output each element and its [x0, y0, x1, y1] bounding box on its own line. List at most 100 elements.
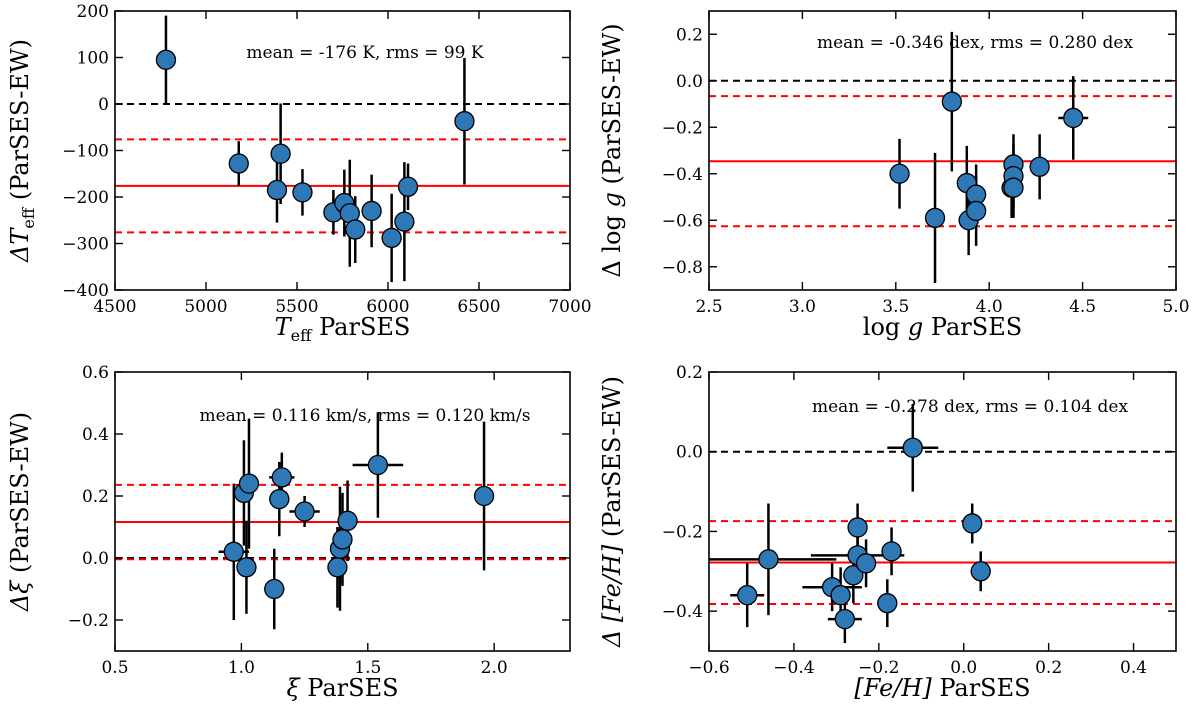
y-tick-label: 0.2 — [676, 363, 703, 383]
stats-annotation: mean = -176 K, rms = 99 K — [246, 43, 483, 63]
stats-annotation: mean = -0.278 dex, rms = 0.104 dex — [812, 397, 1129, 417]
y-tick-label: 0.0 — [82, 549, 109, 569]
x-axis-label-symbol: ξ — [286, 674, 301, 702]
data-point — [881, 541, 902, 562]
x-axis-label: [Fe/H] ParSES — [854, 674, 1030, 702]
y-axis-label-symbol: ΔT — [6, 227, 34, 263]
y-tick-label: −0.2 — [68, 611, 109, 631]
data-point — [970, 561, 991, 582]
data-point — [847, 517, 868, 538]
y-tick-label: 0.0 — [676, 72, 703, 92]
y-tick-label: −300 — [62, 235, 109, 255]
plot-area — [709, 31, 1176, 284]
data-point — [397, 176, 419, 197]
data-point — [758, 549, 779, 570]
data-point — [1063, 107, 1084, 129]
x-axis-label-rest: ParSES — [311, 313, 410, 341]
panel-xi-comparison: 0.5 1.0 1.5 2.0 −0.2 0.0 0.2 0.4 0.6 mean = 0.116… — [6, 363, 571, 702]
x-tick-label: 3.0 — [789, 297, 816, 317]
x-tick-label: 4.5 — [1069, 297, 1096, 317]
y-axis-label-symbol: Δ [Fe/H] — [598, 544, 626, 648]
y-axis-label-prefix: Δ log — [598, 208, 626, 278]
data-point — [269, 488, 290, 510]
x-axis-label-symbol: T — [275, 313, 293, 341]
y-tick-label: 100 — [77, 49, 109, 69]
y-axis-label-rest: (ParSES-EW) — [598, 23, 626, 192]
data-point — [473, 485, 495, 507]
y-tick-label: −100 — [62, 142, 109, 162]
x-axis-label-rest: ParSES — [932, 674, 1031, 702]
x-tick-label: 3.5 — [882, 297, 909, 317]
y-tick-label: −200 — [62, 188, 109, 208]
plot-area — [709, 403, 1176, 644]
x-tick-label: 5.0 — [1162, 297, 1189, 317]
panel-teff-comparison: 4500 5000 5500 6000 6500 7000 −400 −300 −200 −100… — [6, 2, 592, 345]
x-axis-label: Teff ParSES — [275, 313, 411, 345]
data-point — [834, 608, 856, 630]
y-tick-label: 0.2 — [82, 487, 109, 507]
x-axis-label: ξ ParSES — [286, 674, 398, 702]
y-axis-label: ΔTeff (ParSES-EW) — [6, 39, 38, 263]
y-tick-label: −0.4 — [662, 602, 703, 622]
y-tick-label: 0.4 — [82, 425, 109, 445]
y-tick-label: 0.2 — [676, 25, 703, 45]
data-point — [965, 200, 987, 222]
data-point — [367, 454, 389, 476]
data-point — [843, 565, 864, 586]
x-tick-label: 1.5 — [354, 658, 381, 678]
x-tick-label: 1.0 — [228, 658, 255, 678]
x-axis-label-rest: ParSES — [300, 674, 399, 702]
data-point — [902, 437, 923, 458]
x-tick-label: −0.4 — [773, 658, 814, 678]
x-tick-label: 4.0 — [976, 297, 1003, 317]
data-point — [238, 473, 260, 494]
data-point — [941, 91, 962, 112]
data-point — [294, 501, 315, 522]
y-tick-label: −0.2 — [662, 118, 703, 138]
stats-annotation: mean = -0.346 dex, rms = 0.280 dex — [817, 33, 1134, 53]
y-tick-label: −0.2 — [662, 522, 703, 542]
data-point — [155, 49, 177, 70]
y-tick-label: 0.0 — [676, 443, 703, 463]
x-tick-label: 0.0 — [950, 658, 977, 678]
x-tick-label: 0.2 — [1035, 658, 1062, 678]
x-axis-label-subscript: eff — [291, 326, 313, 345]
axes-frame — [708, 10, 1177, 291]
data-point — [830, 585, 851, 606]
x-axis-label-symbol: [Fe/H] — [854, 674, 932, 702]
y-tick-label: −0.4 — [662, 165, 703, 185]
x-tick-label: 6500 — [457, 297, 500, 317]
y-tick-label: 0 — [98, 95, 109, 115]
data-point — [962, 513, 983, 534]
data-point — [337, 510, 358, 531]
x-tick-label: 5500 — [275, 297, 318, 317]
y-axis-label-rest: (ParSES-EW) — [6, 412, 34, 581]
data-point — [889, 163, 910, 184]
y-axis-label-symbol: g — [598, 192, 626, 207]
y-tick-label: −400 — [62, 281, 109, 301]
data-point — [361, 200, 382, 222]
data-point — [270, 143, 291, 164]
x-tick-label: 4500 — [93, 297, 136, 317]
data-point — [855, 553, 877, 574]
panel-feh-comparison: −0.6 −0.4 −0.2 0.0 0.2 0.4 −0.4 −0.2 0.0 0.2 mean … — [598, 363, 1177, 702]
y-tick-label: −0.6 — [662, 211, 703, 231]
y-axis-label: Δξ (ParSES-EW) — [6, 412, 34, 612]
x-axis-label: log g ParSES — [863, 313, 1022, 341]
x-axis-label-rest: ParSES — [923, 313, 1022, 341]
stats-annotation: mean = 0.116 km/s, rms = 0.120 km/s — [199, 406, 530, 426]
data-point — [394, 211, 415, 232]
plot-area — [115, 15, 570, 283]
data-point — [381, 227, 402, 249]
panel-logg-comparison: 2.5 3.0 3.5 4.0 4.5 5.0 −0.8 −0.6 −0.4 −0.2 0.0 0.2… — [598, 10, 1190, 341]
x-axis-label-symbol: g — [908, 313, 923, 341]
data-point — [345, 219, 366, 240]
data-point — [737, 585, 758, 606]
data-point — [1003, 177, 1024, 198]
y-axis-label-subscript: eff — [19, 206, 38, 228]
data-point — [271, 467, 292, 488]
y-axis-label-rest: (ParSES-EW) — [598, 376, 626, 545]
x-tick-label: 2.0 — [481, 658, 508, 678]
data-point — [264, 578, 285, 600]
